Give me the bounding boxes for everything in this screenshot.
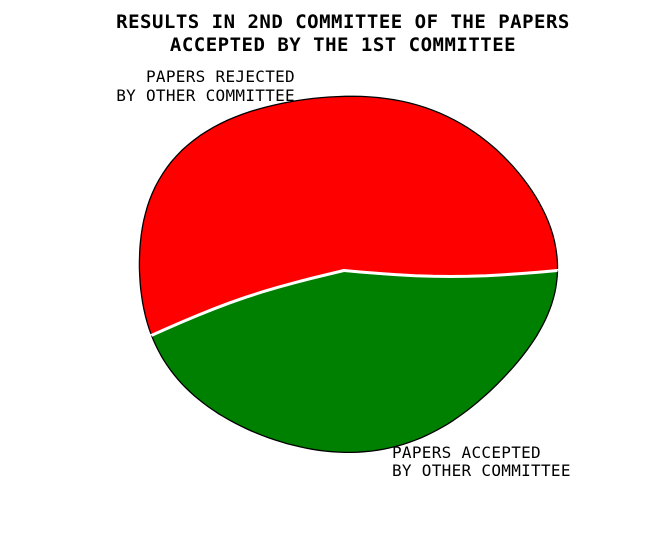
pie-slices	[137, 94, 560, 455]
slice-separator-0	[343, 270, 558, 279]
slice-separator-1	[151, 270, 345, 337]
chart-title-line-1: RESULTS IN 2ND COMMITTEE OF THE PAPERS	[116, 11, 570, 33]
pie-slice-1	[151, 270, 559, 454]
slice-label-accepted-line-2: BY OTHER COMMITTEE	[392, 461, 571, 480]
slice-label-accepted-line-1: PAPERS ACCEPTED	[392, 443, 541, 462]
slice-label-rejected-line-1: PAPERS REJECTED	[146, 67, 295, 86]
chart-title-line-2: ACCEPTED BY THE 1ST COMMITTEE	[170, 34, 516, 56]
slice-label-rejected-line-2: BY OTHER COMMITTEE	[116, 86, 295, 105]
